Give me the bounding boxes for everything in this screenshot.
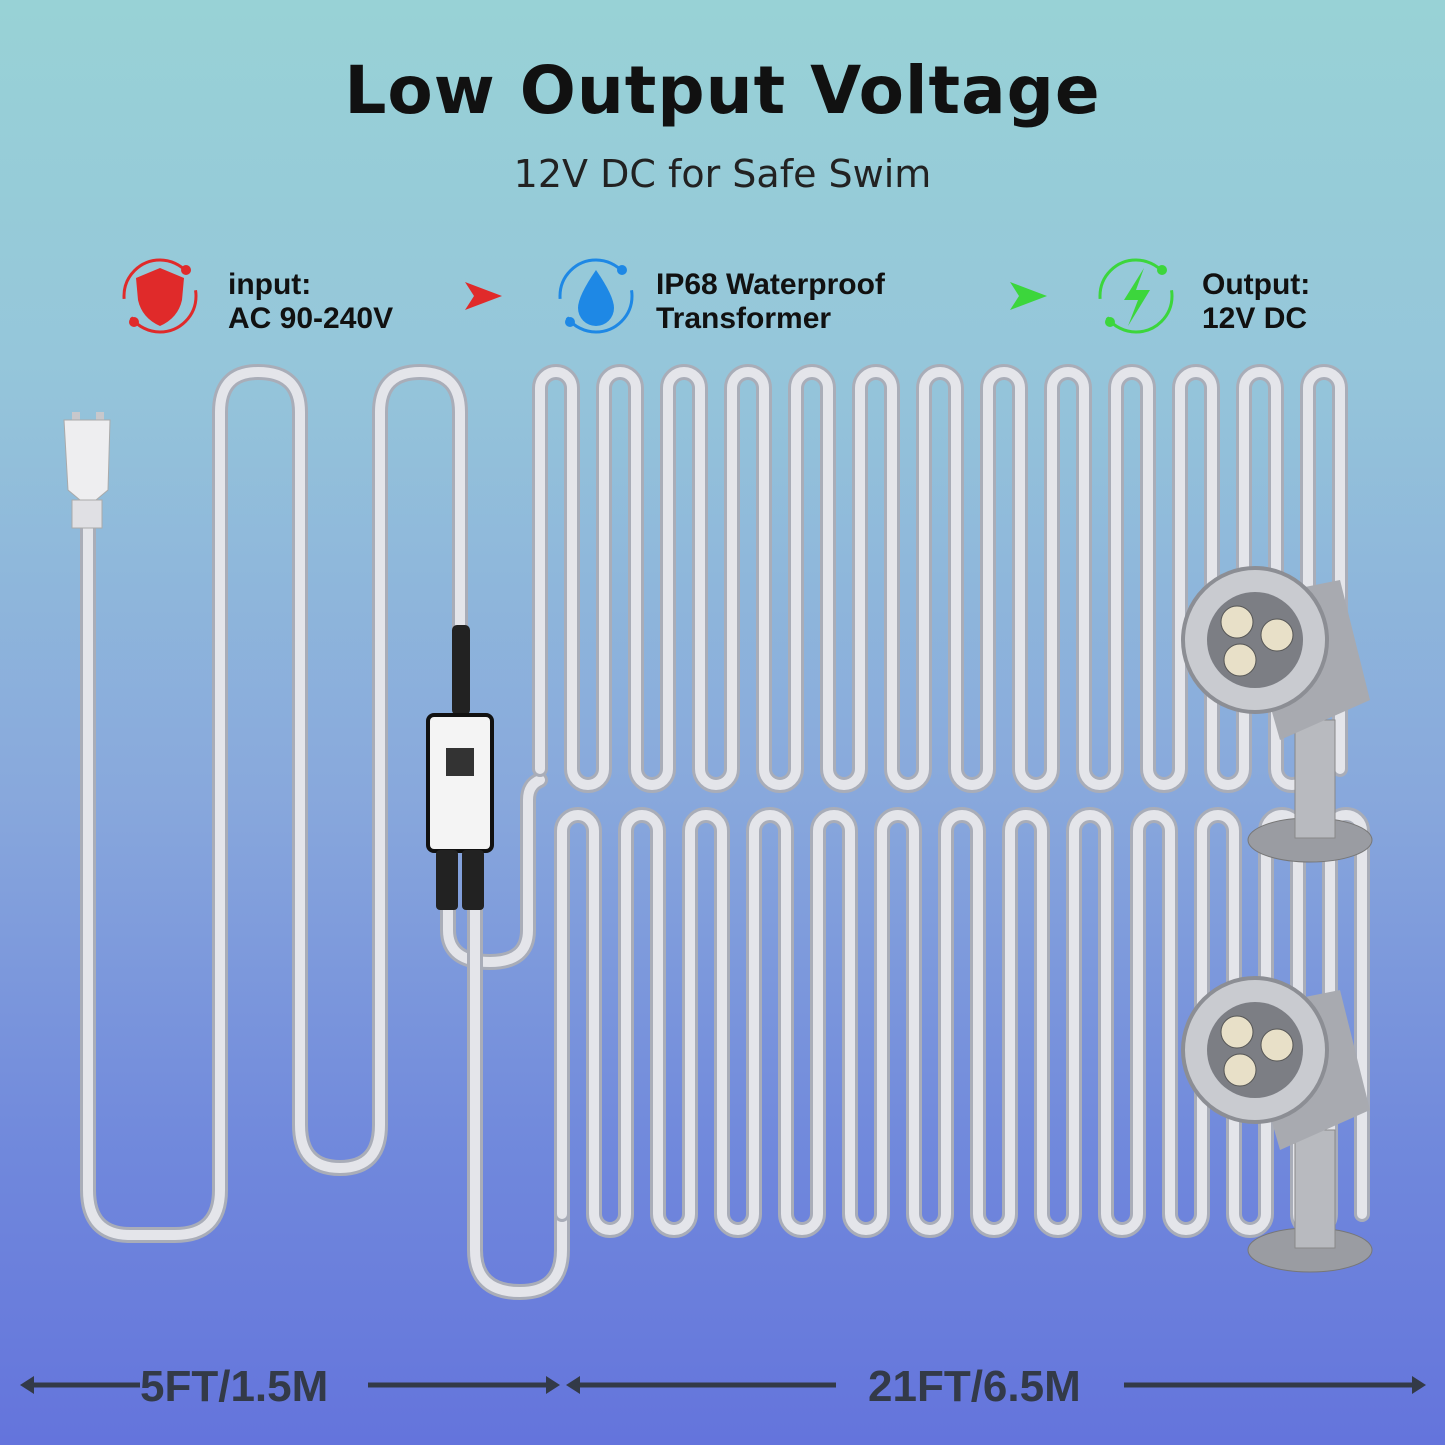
led <box>1223 643 1257 677</box>
step-output: Output: 12V DC <box>1202 268 1310 336</box>
power-plug <box>63 412 111 529</box>
input-cable-length: 5FT/1.5M <box>140 1362 329 1411</box>
plug-body <box>63 419 111 501</box>
input-cable <box>83 367 465 1240</box>
transformer-cable-gland <box>452 625 470 715</box>
shield-lock-icon-dot <box>129 317 139 327</box>
pool-light <box>1181 566 1373 863</box>
led <box>1223 1053 1257 1087</box>
arrow-left-icon <box>20 1376 34 1394</box>
output-cable-coil-bottom <box>557 810 1367 1235</box>
arrow-left-icon <box>566 1376 580 1394</box>
water-drop-icon-dot <box>617 265 627 275</box>
led <box>1220 605 1254 639</box>
output-cable-b <box>470 825 567 1297</box>
water-drop-icon-dot <box>565 317 575 327</box>
output-cable-coil-top <box>535 367 1345 790</box>
page-subtitle: 12V DC for Safe Swim <box>513 152 932 196</box>
lamp-bracket <box>1294 1129 1336 1249</box>
plug-strain-relief <box>71 499 103 529</box>
pool-light <box>1181 976 1373 1273</box>
output-cable-length: 21FT/6.5M <box>868 1362 1081 1411</box>
input-cable-outline <box>80 364 468 1243</box>
drop-shape <box>578 270 614 326</box>
transformer-connector <box>462 850 484 910</box>
arrow-right-icon <box>1010 282 1047 310</box>
led <box>1260 1028 1294 1062</box>
led <box>1260 618 1294 652</box>
transformer <box>426 625 494 910</box>
step-transformer: IP68 Waterproof Transformer <box>656 268 885 336</box>
shield-shape <box>136 268 184 326</box>
shield-lock-icon-dot <box>181 265 191 275</box>
lightning-icon-ring <box>1098 258 1174 334</box>
arrow-right-icon <box>465 282 502 310</box>
lightning-icon <box>1098 258 1174 334</box>
step-input-label: input: <box>228 268 312 301</box>
page-title: Low Output Voltage <box>344 52 1101 129</box>
step-input-value: AC 90-240V <box>228 302 394 335</box>
step-transformer-label: IP68 Waterproof <box>656 268 885 301</box>
led <box>1220 1015 1254 1049</box>
lamp-bracket <box>1294 719 1336 839</box>
arrow-right-icon <box>546 1376 560 1394</box>
output-cable-b-outline <box>467 822 570 1300</box>
transformer-body <box>426 713 494 853</box>
qr-code <box>446 748 474 776</box>
bolt-shape <box>1124 268 1150 326</box>
step-output-label: Output: <box>1202 268 1311 301</box>
shield-lock-icon <box>122 258 198 334</box>
shield-lock-icon-ring <box>122 258 198 334</box>
water-drop-icon <box>558 258 634 334</box>
lightning-icon-dot <box>1157 265 1167 275</box>
lightning-icon-dot <box>1105 317 1115 327</box>
step-transformer-value: Transformer <box>656 302 832 335</box>
transformer-connector <box>436 850 458 910</box>
step-input: input: AC 90-240V <box>228 268 393 336</box>
output-cable-a <box>443 775 545 967</box>
step-output-value: 12V DC <box>1202 302 1308 335</box>
arrow-right-icon <box>1412 1376 1426 1394</box>
water-drop-icon-ring <box>558 258 634 334</box>
